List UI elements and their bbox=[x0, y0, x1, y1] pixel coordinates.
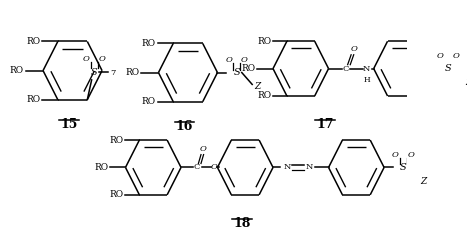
Text: RO: RO bbox=[26, 37, 41, 46]
Text: RO: RO bbox=[125, 68, 139, 77]
Text: O: O bbox=[408, 150, 414, 159]
Text: S: S bbox=[400, 163, 406, 172]
Text: O: O bbox=[99, 55, 106, 63]
Text: RO: RO bbox=[110, 190, 124, 199]
Text: O: O bbox=[211, 163, 218, 171]
Text: 15: 15 bbox=[60, 118, 78, 131]
Text: RO: RO bbox=[110, 136, 124, 144]
Text: S: S bbox=[91, 67, 98, 77]
Text: C: C bbox=[193, 163, 200, 171]
Text: RO: RO bbox=[142, 39, 156, 48]
Text: RO: RO bbox=[142, 97, 156, 106]
Text: O: O bbox=[392, 150, 399, 159]
Text: 16: 16 bbox=[176, 120, 193, 133]
Text: C: C bbox=[343, 65, 349, 73]
Text: 7: 7 bbox=[110, 69, 115, 77]
Text: Z: Z bbox=[421, 177, 427, 186]
Text: O: O bbox=[200, 145, 207, 153]
Text: RO: RO bbox=[257, 37, 271, 46]
Text: 18: 18 bbox=[233, 217, 250, 230]
Text: RO: RO bbox=[26, 95, 41, 104]
Text: RO: RO bbox=[257, 91, 271, 101]
Text: N: N bbox=[363, 65, 370, 73]
Text: Z: Z bbox=[466, 78, 467, 87]
Text: O: O bbox=[83, 55, 90, 63]
Text: N: N bbox=[306, 163, 313, 171]
Text: O: O bbox=[241, 56, 248, 64]
Text: RO: RO bbox=[10, 66, 24, 75]
Text: N: N bbox=[283, 163, 290, 171]
Text: O: O bbox=[225, 56, 232, 64]
Text: S: S bbox=[445, 64, 452, 73]
Text: O: O bbox=[453, 52, 460, 60]
Text: 17: 17 bbox=[316, 118, 334, 131]
Text: RO: RO bbox=[241, 64, 255, 73]
Text: S: S bbox=[233, 68, 240, 77]
Text: Z: Z bbox=[254, 82, 260, 91]
Text: O: O bbox=[350, 45, 357, 53]
Text: O: O bbox=[437, 52, 444, 60]
Text: H: H bbox=[363, 77, 370, 84]
Text: RO: RO bbox=[94, 163, 108, 172]
